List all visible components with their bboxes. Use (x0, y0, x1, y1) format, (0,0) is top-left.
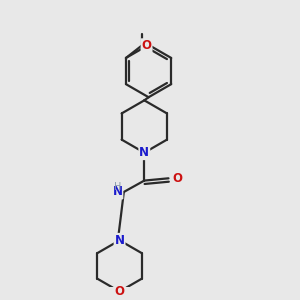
Text: N: N (115, 234, 124, 247)
Text: N: N (139, 146, 149, 159)
Text: O: O (115, 285, 124, 298)
Text: O: O (142, 39, 152, 52)
Text: H: H (114, 182, 121, 192)
Text: O: O (172, 172, 182, 185)
Text: N: N (112, 185, 122, 199)
